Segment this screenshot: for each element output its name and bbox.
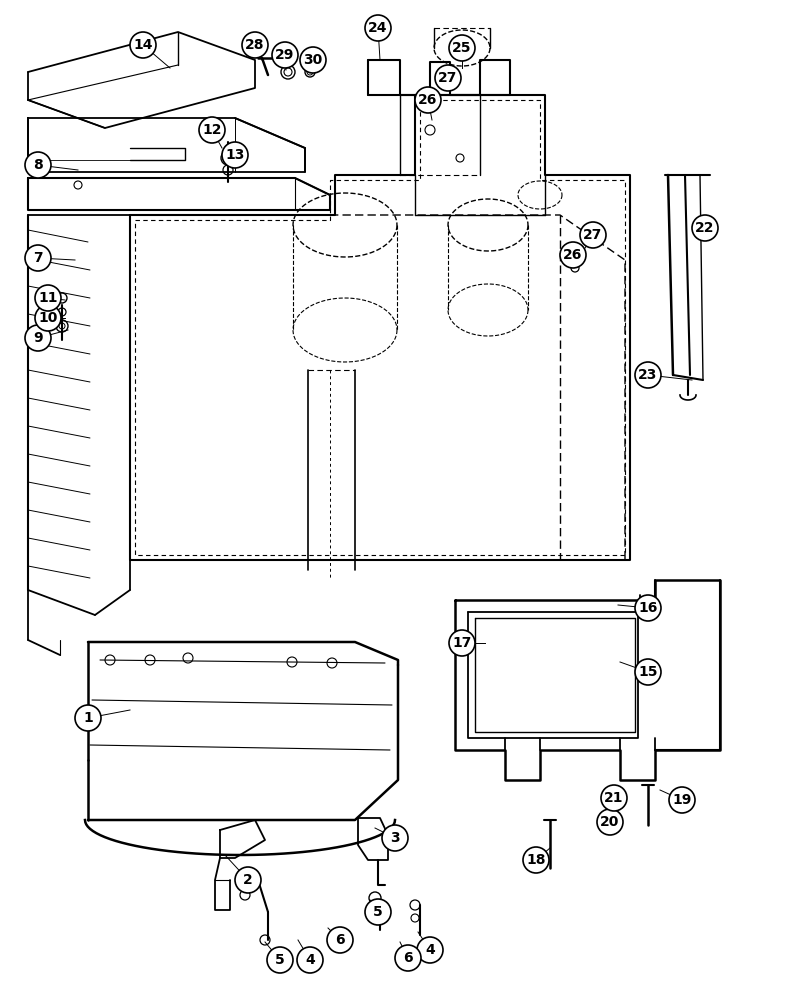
Text: 13: 13 (225, 148, 245, 162)
Text: 30: 30 (303, 53, 322, 67)
Circle shape (300, 47, 326, 73)
Text: 11: 11 (38, 291, 58, 305)
Text: 5: 5 (275, 953, 285, 967)
Text: 28: 28 (246, 38, 265, 52)
Circle shape (601, 785, 627, 811)
Circle shape (365, 899, 391, 925)
Text: 27: 27 (438, 71, 458, 85)
Circle shape (327, 927, 353, 953)
Circle shape (669, 787, 695, 813)
Circle shape (235, 867, 261, 893)
Text: 16: 16 (638, 601, 657, 615)
Circle shape (222, 142, 248, 168)
Text: 2: 2 (243, 873, 253, 887)
Circle shape (449, 35, 475, 61)
Circle shape (635, 595, 661, 621)
Circle shape (435, 65, 461, 91)
Circle shape (35, 285, 61, 311)
Circle shape (560, 242, 586, 268)
Circle shape (635, 659, 661, 685)
Circle shape (395, 945, 421, 971)
Circle shape (130, 32, 156, 58)
Text: 29: 29 (276, 48, 295, 62)
Text: 1: 1 (83, 711, 93, 725)
Text: 4: 4 (305, 953, 315, 967)
Text: 7: 7 (33, 251, 43, 265)
Circle shape (297, 947, 323, 973)
Circle shape (242, 32, 268, 58)
Text: 26: 26 (418, 93, 438, 107)
Circle shape (267, 947, 293, 973)
Circle shape (417, 937, 443, 963)
Text: 4: 4 (425, 943, 435, 957)
Text: 9: 9 (33, 331, 43, 345)
Text: 10: 10 (38, 311, 58, 325)
Circle shape (25, 325, 51, 351)
Circle shape (597, 809, 623, 835)
Text: 24: 24 (368, 21, 388, 35)
Text: 3: 3 (390, 831, 400, 845)
Text: 14: 14 (133, 38, 153, 52)
Circle shape (35, 305, 61, 331)
Circle shape (382, 825, 408, 851)
Text: 26: 26 (563, 248, 583, 262)
Circle shape (415, 87, 441, 113)
Text: 27: 27 (584, 228, 603, 242)
Circle shape (523, 847, 549, 873)
Circle shape (272, 42, 298, 68)
Circle shape (635, 362, 661, 388)
Circle shape (365, 15, 391, 41)
Text: 6: 6 (403, 951, 413, 965)
Circle shape (75, 705, 101, 731)
Text: 5: 5 (373, 905, 383, 919)
Circle shape (25, 245, 51, 271)
Text: 8: 8 (33, 158, 43, 172)
Text: 18: 18 (526, 853, 546, 867)
Circle shape (449, 630, 475, 656)
Text: 19: 19 (672, 793, 691, 807)
Text: 22: 22 (695, 221, 714, 235)
Circle shape (580, 222, 606, 248)
Text: 21: 21 (604, 791, 624, 805)
Text: 15: 15 (638, 665, 657, 679)
Circle shape (692, 215, 718, 241)
Text: 25: 25 (452, 41, 472, 55)
Circle shape (199, 117, 225, 143)
Text: 6: 6 (335, 933, 345, 947)
Text: 17: 17 (452, 636, 472, 650)
Text: 20: 20 (600, 815, 619, 829)
Text: 12: 12 (202, 123, 222, 137)
Circle shape (25, 152, 51, 178)
Text: 23: 23 (638, 368, 657, 382)
